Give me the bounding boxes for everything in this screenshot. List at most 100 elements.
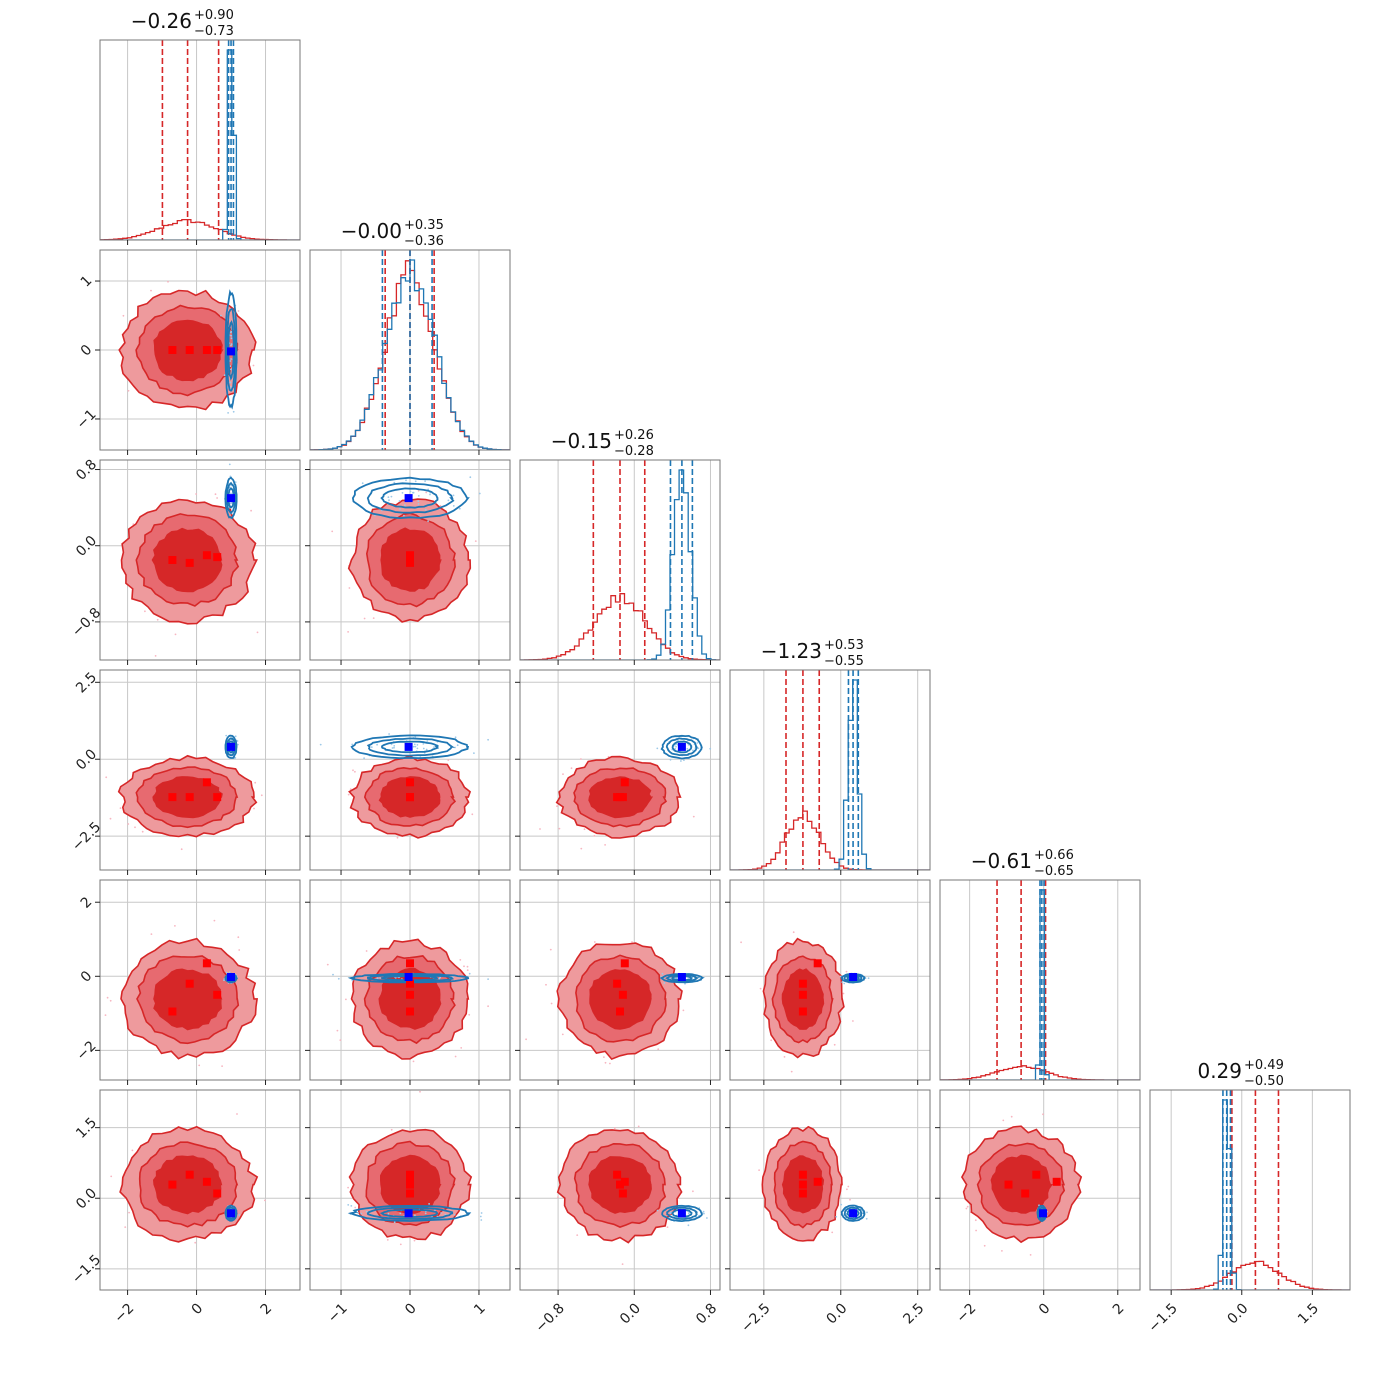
sample-point-blue — [225, 734, 228, 737]
sample-point-red — [966, 1205, 969, 1208]
marker-red — [406, 553, 414, 562]
sample-point-blue — [656, 747, 659, 750]
marker-blue — [227, 347, 235, 356]
panel-plot-area — [730, 1090, 930, 1290]
sample-point-blue — [424, 1212, 427, 1215]
sample-point-blue — [426, 740, 429, 742]
sample-point-red — [106, 996, 109, 999]
sample-point-red — [849, 1198, 851, 1201]
sample-point-red — [847, 1185, 850, 1188]
panel-title: −0.61 +0.66−0.65 — [971, 848, 1074, 879]
sample-point-blue — [319, 743, 322, 746]
sample-point-blue — [416, 747, 419, 750]
contour-blue-1 — [366, 1206, 454, 1220]
sample-point-red — [105, 776, 108, 779]
sample-point-red — [525, 1038, 527, 1041]
title-value: −1.23 — [761, 639, 822, 663]
sample-point-blue — [458, 507, 461, 510]
sample-point-blue — [390, 495, 393, 498]
sample-point-red — [539, 828, 541, 830]
marker-red — [213, 793, 222, 802]
sample-point-red — [352, 769, 354, 772]
sample-point-red — [833, 1043, 836, 1046]
panel-frame — [99, 669, 301, 871]
marker-blue — [227, 742, 235, 751]
title-value: −0.15 — [551, 429, 612, 453]
contour-blue-0 — [350, 734, 469, 760]
x-tick-label: −1 — [325, 1300, 351, 1326]
x-tick-label: 2 — [258, 1300, 276, 1318]
panel-frame — [729, 669, 931, 871]
marker-red — [616, 1180, 624, 1189]
contour-blue-2 — [380, 487, 439, 509]
title-minus: −0.50 — [1244, 1074, 1284, 1089]
sample-point-red — [558, 827, 561, 830]
histogram-series-0 — [730, 810, 930, 870]
sample-point-blue — [447, 499, 450, 502]
sample-point-blue — [351, 979, 354, 982]
sample-point-red — [238, 949, 241, 951]
marker-red — [618, 793, 627, 802]
sample-point-blue — [661, 972, 664, 975]
contour-red-inner — [781, 968, 825, 1030]
panel-frame — [729, 879, 931, 1081]
contour-red-inner — [152, 1155, 223, 1215]
sample-point-blue — [387, 1212, 390, 1215]
sample-point-red — [1002, 1119, 1005, 1122]
sample-point-red — [390, 1128, 393, 1131]
sample-point-red — [593, 834, 596, 837]
sample-point-red — [127, 389, 130, 392]
x-tick-label: 0.0 — [617, 1300, 644, 1327]
sample-point-blue — [412, 745, 415, 748]
sample-point-red — [758, 1169, 760, 1171]
panel-frame — [99, 39, 301, 241]
sample-point-red — [96, 792, 98, 794]
sample-point-red — [150, 289, 152, 292]
sample-point-red — [561, 1033, 564, 1036]
panel-4-4: −0.61 +0.66−0.65 — [939, 848, 1141, 1085]
sample-point-blue — [478, 492, 481, 495]
sample-point-blue — [835, 1215, 838, 1218]
panel-plot-area — [520, 880, 720, 1080]
sample-point-blue — [840, 1203, 843, 1206]
sample-point-blue — [425, 748, 428, 751]
panel-1-0: −1 0 1 — [74, 249, 301, 455]
sample-point-red — [127, 823, 130, 825]
sample-point-red — [447, 759, 450, 761]
sample-point-blue — [230, 337, 233, 340]
sample-point-red — [965, 1207, 968, 1210]
sample-point-red — [345, 998, 347, 1001]
sample-point-blue — [422, 743, 425, 745]
sample-point-red — [194, 1241, 197, 1244]
sample-point-blue — [393, 1221, 396, 1224]
sample-point-blue — [480, 1212, 483, 1214]
sample-point-red — [460, 1047, 463, 1049]
sample-point-blue — [388, 733, 390, 735]
panel-4-3 — [725, 879, 931, 1085]
sample-point-red — [740, 941, 742, 944]
sample-point-red — [570, 767, 573, 770]
x-tick-label: −0.8 — [532, 1300, 567, 1335]
y-tick-label: 0.0 — [73, 746, 100, 773]
sample-point-blue — [227, 412, 230, 414]
x-tick-label: 2.5 — [900, 1300, 927, 1327]
sample-point-red — [413, 1239, 416, 1242]
panel-title: −0.15 +0.26−0.28 — [551, 428, 654, 459]
marker-blue — [677, 742, 686, 751]
sample-point-blue — [393, 745, 396, 747]
panel-plot-area — [310, 1090, 510, 1290]
sample-point-blue — [332, 973, 334, 976]
marker-red — [185, 793, 194, 802]
marker-red — [798, 1189, 807, 1198]
title-value: −0.00 — [341, 219, 402, 243]
contour-blue-0 — [660, 734, 703, 760]
title-minus: −0.36 — [404, 234, 444, 249]
sample-point-blue — [839, 975, 842, 978]
sample-point-blue — [234, 756, 237, 759]
sample-point-blue — [230, 343, 233, 345]
sample-point-red — [372, 617, 375, 619]
panel-plot-area — [310, 880, 510, 1080]
sample-point-blue — [360, 1212, 363, 1215]
sample-point-blue — [469, 476, 472, 479]
x-tick-label: −1.5 — [1146, 1300, 1181, 1335]
